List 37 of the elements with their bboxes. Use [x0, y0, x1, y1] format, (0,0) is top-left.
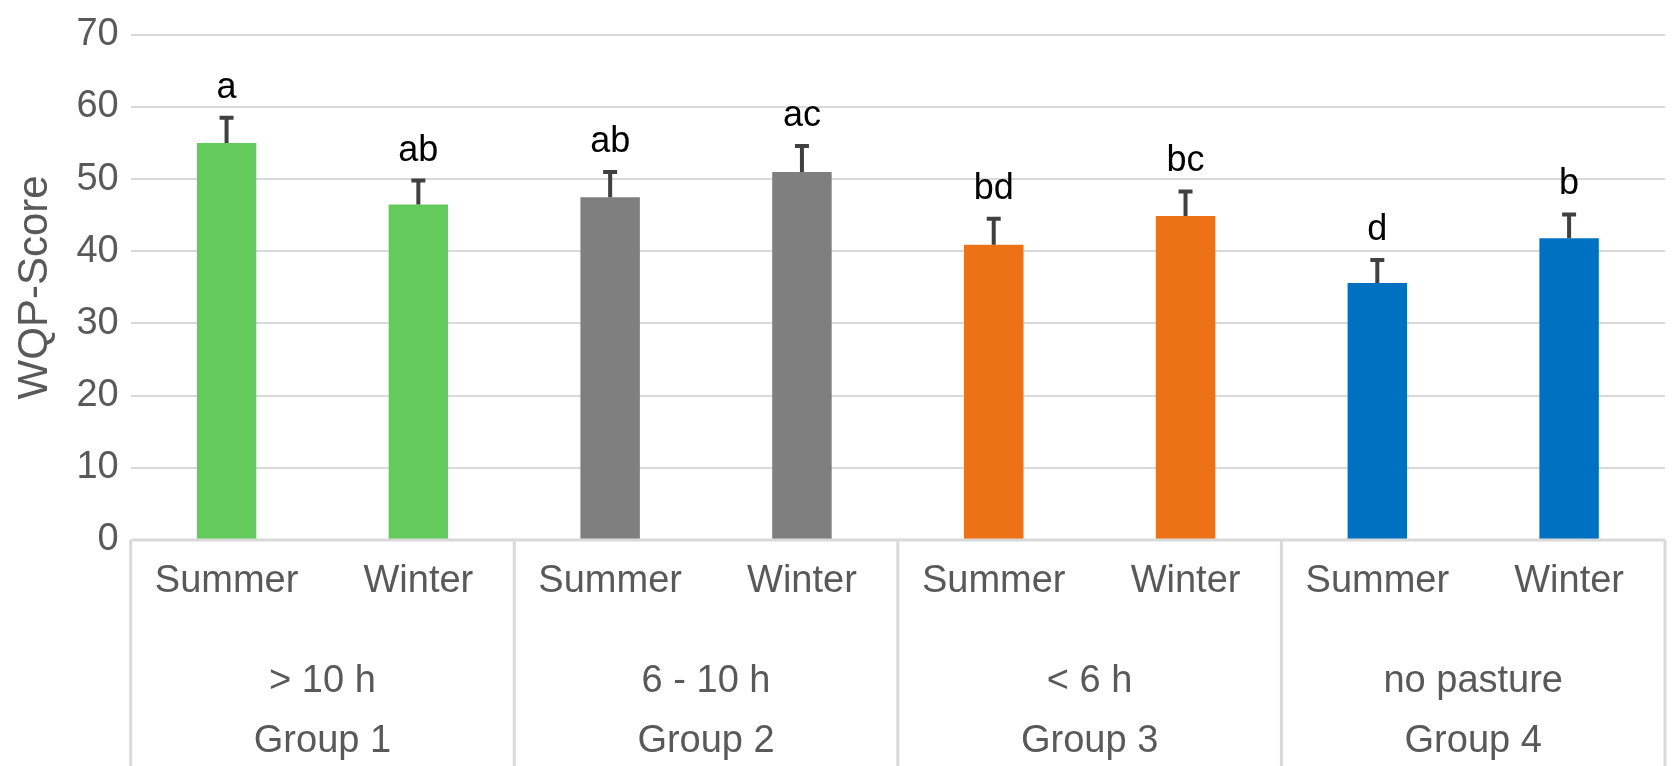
y-axis-title: WQP-Score: [8, 175, 56, 400]
y-tick-label: 70: [76, 11, 119, 54]
bar: [388, 204, 449, 539]
bar: [196, 143, 257, 539]
y-tick-label: 20: [76, 372, 119, 415]
data-label: ac: [782, 92, 821, 134]
text: no pasture Group 4: [1383, 658, 1563, 761]
bar: [964, 244, 1024, 539]
x-tick-label: Winter: [363, 558, 474, 601]
y-tick-label: 60: [76, 83, 119, 126]
text: < 6 h Group 3: [1020, 658, 1159, 761]
x-tick-label: Summer: [921, 558, 1066, 601]
data-label: a: [216, 64, 238, 106]
data-label: ab: [398, 127, 439, 169]
data-label: d: [1367, 206, 1388, 248]
y-tick-label: 0: [97, 516, 119, 559]
bar: [1155, 215, 1216, 539]
bar: [580, 197, 640, 539]
x-tick-label: Winter: [747, 558, 858, 601]
y-tick-label: 30: [76, 299, 119, 342]
text: > 10 h Group 1: [253, 658, 392, 761]
x-tick-label: Summer: [1305, 558, 1450, 601]
bar: [1347, 283, 1408, 539]
data-label: bd: [973, 165, 1014, 207]
data-label: ab: [590, 118, 631, 160]
x-tick-label: Winter: [1130, 558, 1241, 601]
bar: [772, 171, 832, 539]
x-tick-label: Summer: [538, 558, 683, 601]
bar: [1539, 238, 1599, 539]
x-tick-label: Summer: [154, 558, 299, 601]
y-tick-label: 40: [76, 227, 119, 270]
y-tick-label: 10: [76, 444, 119, 487]
data-label: b: [1559, 161, 1580, 203]
data-label: bc: [1166, 138, 1205, 180]
x-tick-label: Winter: [1514, 558, 1625, 601]
y-tick-label: 50: [76, 155, 119, 198]
text: 6 - 10 h Group 2: [637, 658, 775, 761]
